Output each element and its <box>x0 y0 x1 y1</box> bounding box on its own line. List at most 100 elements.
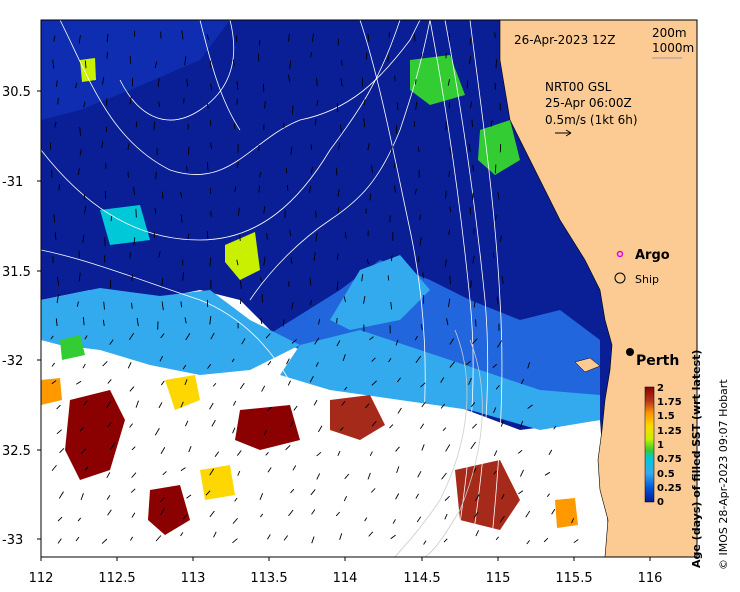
current-vector <box>130 536 134 541</box>
current-vector <box>493 450 498 457</box>
current-vector <box>56 294 59 304</box>
colorbar-ticks: 2 1.75 1.5 1.25 1 0.75 0.5 0.25 0 <box>657 383 682 508</box>
current-vector <box>445 121 447 131</box>
red-patch <box>65 390 125 480</box>
current-vector <box>440 377 445 383</box>
current-vector <box>133 186 135 196</box>
current-vector <box>336 340 341 347</box>
current-vector <box>364 517 368 522</box>
current-vector <box>526 540 530 545</box>
current-vector <box>155 535 162 542</box>
current-vector <box>527 362 531 369</box>
current-vector <box>397 407 402 414</box>
current-vector <box>209 316 212 325</box>
current-vector <box>310 489 316 496</box>
current-vector <box>107 379 112 384</box>
current-vector <box>211 419 216 427</box>
current-vector <box>341 401 346 406</box>
current-vector <box>56 80 58 87</box>
current-vector <box>129 386 135 392</box>
current-vector <box>78 34 81 44</box>
current-vector <box>53 35 56 42</box>
current-vector <box>263 429 268 436</box>
current-vector <box>473 301 476 308</box>
current-vector <box>449 338 455 345</box>
current-vector <box>363 99 366 106</box>
yellow-patch <box>200 465 235 500</box>
colorbar-tick-label: 1.25 <box>657 426 682 437</box>
current-vector <box>445 190 447 199</box>
current-vector <box>267 534 271 540</box>
current-vector <box>518 449 523 454</box>
current-vector <box>318 425 323 433</box>
current-vector <box>543 537 549 543</box>
cyan-band-west <box>41 288 300 375</box>
current-vector <box>369 336 374 341</box>
current-vector <box>311 536 315 544</box>
current-vector <box>186 78 189 87</box>
current-vector <box>363 117 366 128</box>
current-vector <box>396 102 399 111</box>
current-vector <box>109 339 114 345</box>
current-vector <box>495 536 499 541</box>
current-vector <box>75 82 78 89</box>
current-vector <box>184 379 188 386</box>
current-vector <box>264 100 266 109</box>
current-vector <box>422 272 424 279</box>
y-tick-label: -32 <box>2 354 23 369</box>
current-vector <box>180 532 184 537</box>
current-vector <box>419 423 425 430</box>
current-vector <box>369 451 373 456</box>
y-axis: 30.5 -31 31.5 -32 32.5 -33 <box>2 85 41 548</box>
current-vector <box>232 400 237 406</box>
current-vector <box>289 229 292 237</box>
current-vector <box>263 256 266 266</box>
current-vector <box>82 317 85 326</box>
current-vector <box>390 534 396 540</box>
current-vector <box>337 450 341 457</box>
current-vector <box>103 301 105 310</box>
current-vector <box>396 466 400 474</box>
green-patch <box>60 335 85 360</box>
current-vector <box>447 298 451 308</box>
current-vector <box>106 495 111 500</box>
current-vector <box>465 360 472 366</box>
current-vector <box>497 191 500 200</box>
current-vector <box>518 490 524 495</box>
current-vector <box>258 185 260 193</box>
current-vector <box>553 425 557 430</box>
current-vector <box>495 385 500 390</box>
current-vector <box>527 404 533 409</box>
current-vector <box>84 205 87 214</box>
current-vector <box>210 332 215 340</box>
current-vector <box>468 56 472 65</box>
current-vector <box>367 472 371 480</box>
current-vector <box>78 272 81 282</box>
current-vector <box>494 32 496 38</box>
credit-text: © IMOS 28-Apr-2023 09:07 Hobart <box>717 379 730 570</box>
current-vector <box>337 189 340 197</box>
current-vector <box>340 78 343 87</box>
current-vector <box>212 382 217 387</box>
current-vector <box>133 237 136 246</box>
current-vector <box>110 215 113 222</box>
current-vector <box>52 59 55 69</box>
green-patch <box>225 232 260 280</box>
current-vector <box>83 400 88 406</box>
current-vector <box>546 493 550 497</box>
current-vector <box>76 301 79 307</box>
current-vector <box>501 493 505 500</box>
current-vector <box>283 535 289 541</box>
current-vector <box>161 278 164 287</box>
current-vector <box>53 214 56 223</box>
green-patch <box>478 120 520 175</box>
current-vector <box>210 142 212 149</box>
current-vector <box>234 186 237 193</box>
current-vector <box>128 332 135 341</box>
current-vector <box>232 538 238 544</box>
current-vector <box>185 420 189 427</box>
isobath-lines <box>394 329 483 557</box>
current-vector <box>184 56 187 66</box>
current-vector <box>160 447 166 454</box>
